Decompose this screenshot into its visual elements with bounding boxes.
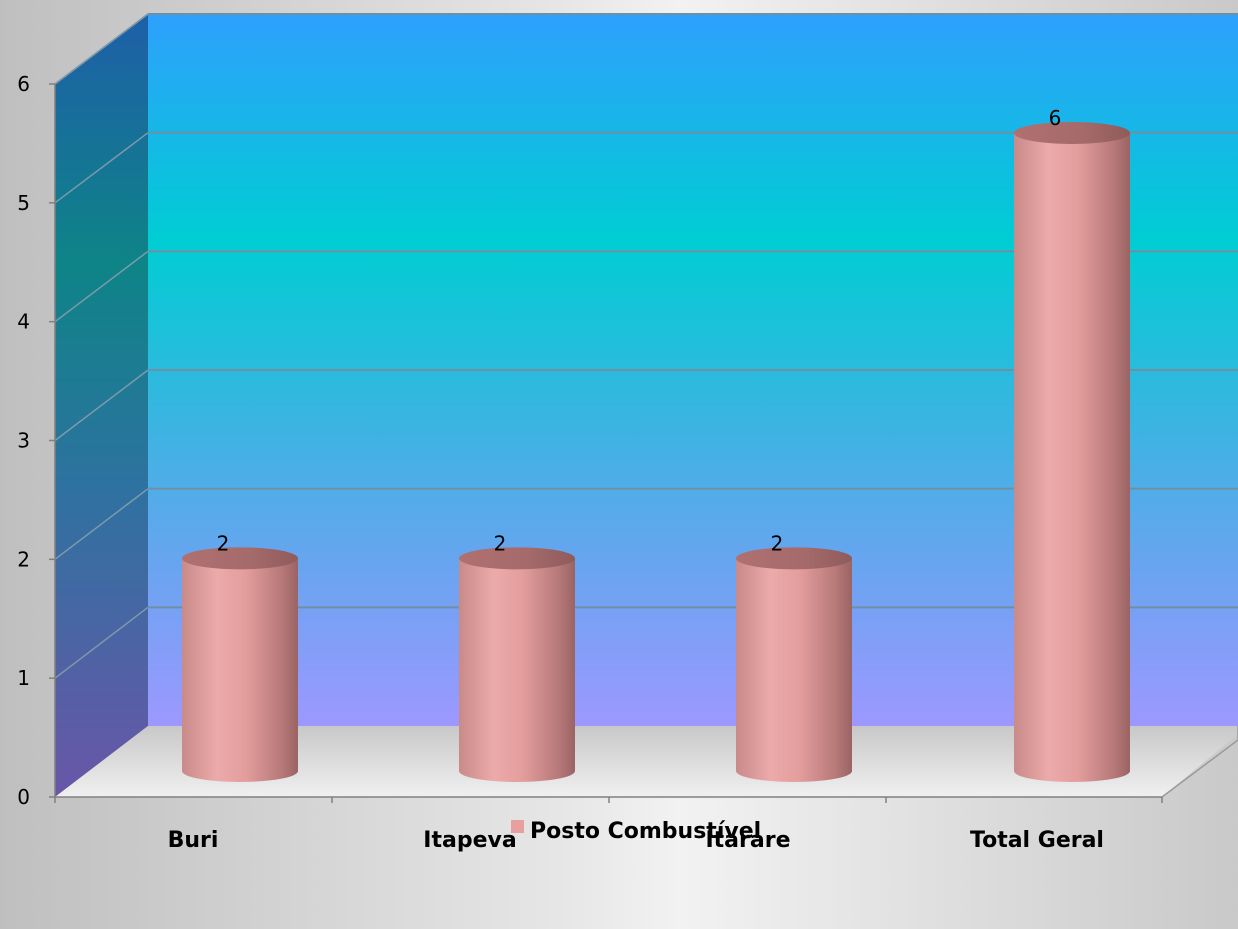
y-tick-label: 1 xyxy=(17,666,30,690)
data-label: 6 xyxy=(1049,106,1062,130)
axis xyxy=(49,83,1238,803)
bar xyxy=(459,547,575,782)
category-label: Buri xyxy=(168,828,219,853)
category-label: Total Geral xyxy=(970,828,1104,853)
data-labels: 2 2 2 6 xyxy=(217,106,1062,555)
bar-top xyxy=(182,547,298,570)
category-label: Itarare xyxy=(705,828,790,853)
bar-body xyxy=(1014,133,1130,782)
gridline-side xyxy=(54,13,149,85)
y-tick-label: 6 xyxy=(17,72,30,96)
bar xyxy=(1014,122,1130,782)
bar xyxy=(182,547,298,782)
bar-top xyxy=(1014,122,1130,144)
y-tick-label: 0 xyxy=(17,785,30,809)
gridline-side xyxy=(54,606,149,679)
gridline-side xyxy=(54,250,149,323)
bar-top xyxy=(736,547,852,570)
legend-label: Posto Combustível xyxy=(530,819,761,844)
gridline-side xyxy=(54,132,149,204)
legend: Posto Combustível xyxy=(511,819,761,844)
bar-body xyxy=(736,558,852,782)
legend-swatch xyxy=(511,820,524,833)
category-labels: Buri Itapeva Itarare Total Geral xyxy=(168,828,1104,853)
y-tick-label: 5 xyxy=(17,191,30,215)
floor xyxy=(55,726,1238,797)
bar-body xyxy=(459,558,575,782)
bar-top xyxy=(459,547,575,570)
bar xyxy=(736,547,852,782)
y-tick-label: 3 xyxy=(17,429,30,453)
y-tick-labels: 0 1 2 3 4 5 6 xyxy=(17,72,30,809)
y-tick-label: 4 xyxy=(17,310,30,334)
gridline-side xyxy=(54,369,149,442)
data-label: 2 xyxy=(217,531,230,555)
bars xyxy=(182,122,1130,782)
data-label: 2 xyxy=(771,531,784,555)
category-label: Itapeva xyxy=(423,828,516,853)
data-label: 2 xyxy=(494,531,507,555)
gridline-side xyxy=(54,488,149,560)
bar-body xyxy=(182,558,298,782)
floor-right-edge xyxy=(1161,739,1238,798)
y-tick-label: 2 xyxy=(17,547,30,571)
